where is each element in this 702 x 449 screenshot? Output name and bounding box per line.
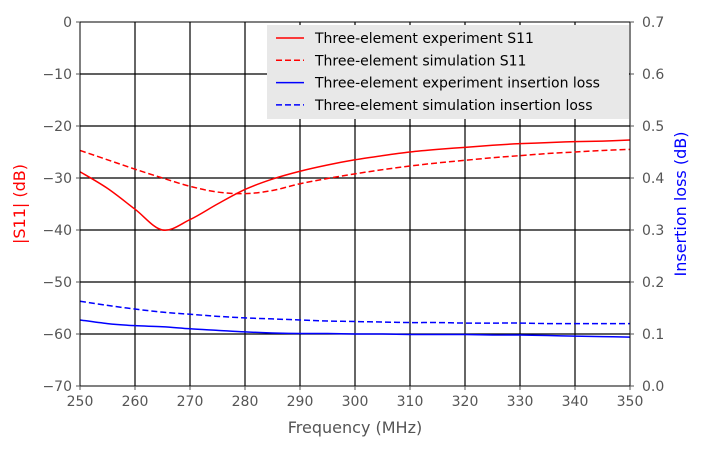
- x-axis-ticks: 250 260 270 280 290 300 310 320 330 340 350: [67, 386, 644, 410]
- y-tick-label: −10: [42, 67, 72, 83]
- x-tick-label: 260: [122, 394, 149, 410]
- y-tick-label: −40: [42, 223, 72, 239]
- legend: Three-element experiment S11 Three-elemen…: [267, 25, 629, 119]
- right-axis-title: Insertion loss (dB): [671, 132, 690, 277]
- x-tick-label: 330: [507, 394, 534, 410]
- y2-tick-label: 0.3: [642, 223, 664, 239]
- y2-tick-label: 0.7: [642, 15, 664, 31]
- y-tick-label: −20: [42, 119, 72, 135]
- y-tick-label: −50: [42, 275, 72, 291]
- y-tick-label: −60: [42, 327, 72, 343]
- series-line-3: [79, 319, 631, 338]
- x-tick-label: 300: [342, 394, 369, 410]
- legend-label: Three-element experiment insertion loss: [314, 76, 600, 92]
- series-line-2: [79, 148, 631, 195]
- x-axis-title: Frequency (MHz): [288, 418, 422, 437]
- legend-label: Three-element simulation insertion loss: [314, 98, 593, 114]
- y-tick-label: 0: [63, 15, 72, 31]
- x-tick-label: 280: [232, 394, 259, 410]
- legend-label: Three-element experiment S11: [314, 31, 534, 47]
- y-tick-label: −70: [42, 379, 72, 395]
- x-tick-label: 350: [617, 394, 644, 410]
- left-axis-ticks: 0 −10 −20 −30 −40 −50 −60 −70: [42, 15, 80, 395]
- y2-tick-label: 0.4: [642, 171, 664, 187]
- x-tick-label: 290: [287, 394, 314, 410]
- y-tick-label: −30: [42, 171, 72, 187]
- x-tick-label: 250: [67, 394, 94, 410]
- left-axis-title: |S11| (dB): [10, 164, 29, 244]
- y2-tick-label: 0.1: [642, 327, 664, 343]
- series-line-1: [79, 139, 631, 231]
- y2-tick-label: 0.5: [642, 119, 664, 135]
- x-tick-label: 320: [452, 394, 479, 410]
- x-tick-label: 340: [562, 394, 589, 410]
- x-tick-label: 270: [177, 394, 204, 410]
- legend-label: Three-element simulation S11: [314, 53, 526, 69]
- series-layer: [79, 139, 631, 338]
- y2-tick-label: 0.0: [642, 379, 664, 395]
- y2-tick-label: 0.6: [642, 67, 664, 83]
- x-tick-label: 310: [397, 394, 424, 410]
- legend-box: [267, 25, 629, 119]
- y2-tick-label: 0.2: [642, 275, 664, 291]
- right-axis-ticks: 0.0 0.1 0.2 0.3 0.4 0.5 0.6 0.7: [630, 15, 664, 395]
- series-line-4: [79, 300, 630, 325]
